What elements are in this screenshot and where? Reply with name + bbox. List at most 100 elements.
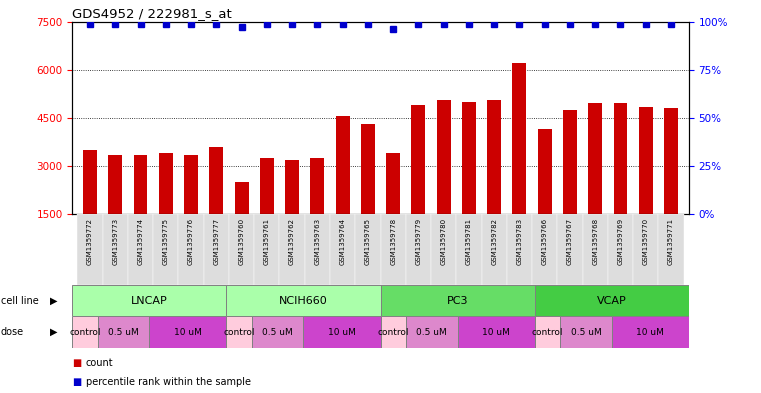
Bar	[229, 214, 254, 285]
Text: GSM1359773: GSM1359773	[112, 218, 118, 265]
Bar	[380, 214, 406, 285]
Bar	[159, 153, 173, 214]
Bar	[482, 214, 507, 285]
Bar	[285, 160, 299, 214]
Bar	[260, 158, 274, 214]
Text: GSM1359772: GSM1359772	[87, 218, 93, 265]
Bar	[535, 285, 689, 316]
Text: GSM1359776: GSM1359776	[188, 218, 194, 265]
Text: VCAP: VCAP	[597, 296, 626, 306]
Text: GSM1359766: GSM1359766	[542, 218, 548, 265]
Bar	[406, 214, 431, 285]
Text: GSM1359765: GSM1359765	[365, 218, 371, 265]
Text: control: control	[532, 328, 563, 336]
Bar	[658, 214, 683, 285]
Text: 0.5 uM: 0.5 uM	[571, 328, 601, 336]
Bar	[78, 214, 103, 285]
Bar	[279, 214, 304, 285]
Bar	[304, 316, 380, 348]
Bar	[664, 108, 678, 214]
Text: 10 uM: 10 uM	[328, 328, 356, 336]
Text: 10 uM: 10 uM	[482, 328, 510, 336]
Text: GSM1359767: GSM1359767	[567, 218, 573, 265]
Text: GSM1359778: GSM1359778	[390, 218, 396, 265]
Bar	[386, 153, 400, 214]
Text: GSM1359769: GSM1359769	[617, 218, 623, 265]
Text: LNCAP: LNCAP	[131, 296, 167, 306]
Text: GSM1359774: GSM1359774	[138, 218, 144, 265]
Bar	[535, 316, 560, 348]
Bar	[613, 103, 627, 214]
Bar	[380, 285, 535, 316]
Bar	[560, 316, 612, 348]
Text: GSM1359761: GSM1359761	[264, 218, 270, 265]
Bar	[380, 316, 406, 348]
Text: GSM1359762: GSM1359762	[289, 218, 295, 265]
Text: GSM1359779: GSM1359779	[416, 218, 422, 265]
Text: 10 uM: 10 uM	[174, 328, 202, 336]
Bar	[583, 214, 608, 285]
Bar	[406, 316, 457, 348]
Text: control: control	[69, 328, 101, 336]
Bar	[83, 150, 97, 214]
Text: cell line: cell line	[1, 296, 39, 306]
Text: NCIH660: NCIH660	[279, 296, 328, 306]
Text: count: count	[86, 358, 113, 368]
Bar	[538, 129, 552, 214]
Text: GSM1359783: GSM1359783	[517, 218, 523, 265]
Bar	[457, 316, 535, 348]
Bar	[638, 107, 653, 214]
Bar	[72, 285, 227, 316]
Bar	[557, 214, 583, 285]
Bar	[361, 124, 375, 214]
Text: GSM1359780: GSM1359780	[441, 218, 447, 265]
Bar	[588, 103, 602, 214]
Text: ■: ■	[72, 358, 81, 368]
Bar	[98, 316, 149, 348]
Bar	[204, 214, 229, 285]
Bar	[227, 285, 380, 316]
Bar	[209, 147, 223, 214]
Text: GDS4952 / 222981_s_at: GDS4952 / 222981_s_at	[72, 7, 232, 20]
Bar	[462, 102, 476, 214]
Bar	[612, 316, 689, 348]
Bar	[184, 155, 198, 214]
Bar	[355, 214, 380, 285]
Text: GSM1359768: GSM1359768	[592, 218, 598, 265]
Bar	[507, 214, 532, 285]
Bar	[457, 214, 482, 285]
Text: 10 uM: 10 uM	[636, 328, 664, 336]
Bar	[512, 63, 527, 214]
Text: GSM1359764: GSM1359764	[339, 218, 345, 265]
Text: GSM1359777: GSM1359777	[213, 218, 219, 265]
Bar	[336, 116, 349, 214]
Bar	[108, 155, 123, 214]
Bar	[437, 100, 451, 214]
Text: GSM1359760: GSM1359760	[238, 218, 244, 265]
Text: GSM1359775: GSM1359775	[163, 218, 169, 265]
Text: ▶: ▶	[49, 327, 57, 337]
Bar	[563, 110, 577, 214]
Text: control: control	[377, 328, 409, 336]
Bar	[134, 155, 148, 214]
Bar	[234, 182, 249, 214]
Bar	[487, 100, 501, 214]
Bar	[633, 214, 658, 285]
Text: ▶: ▶	[49, 296, 57, 306]
Bar	[149, 316, 227, 348]
Bar	[412, 105, 425, 214]
Text: ■: ■	[72, 377, 81, 387]
Text: GSM1359770: GSM1359770	[643, 218, 649, 265]
Bar	[252, 316, 304, 348]
Bar	[103, 214, 128, 285]
Text: GSM1359771: GSM1359771	[668, 218, 674, 265]
Bar	[128, 214, 153, 285]
Bar	[304, 214, 330, 285]
Text: GSM1359782: GSM1359782	[491, 218, 497, 265]
Text: dose: dose	[1, 327, 24, 337]
Bar	[227, 316, 252, 348]
Bar	[254, 214, 279, 285]
Text: PC3: PC3	[447, 296, 468, 306]
Bar	[608, 214, 633, 285]
Bar	[153, 214, 178, 285]
